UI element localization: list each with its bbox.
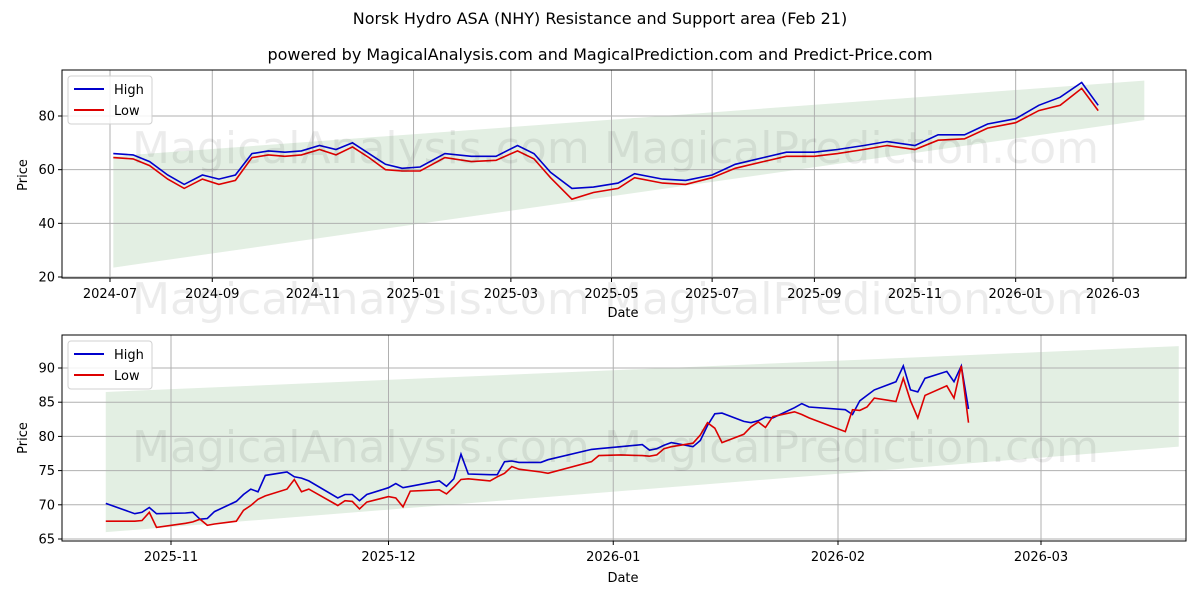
watermark-left-lower: MagicalAnalysis.com <box>132 274 590 325</box>
x-tick-label: 2026-03 <box>1014 550 1068 565</box>
legend: High Low <box>67 340 153 390</box>
watermark-left: MagicalAnalysis.com <box>132 422 590 473</box>
support-resistance-band <box>105 346 1179 533</box>
x-tick-label: 2024-07 <box>83 287 137 302</box>
y-tick-label: 65 <box>38 533 55 548</box>
y-tick-label: 80 <box>38 110 55 125</box>
x-tick-label: 2025-09 <box>787 287 841 302</box>
x-tick-label: 2025-05 <box>584 287 638 302</box>
x-tick-label: 2026-03 <box>1086 287 1140 302</box>
legend: High Low <box>67 75 153 125</box>
watermark-right: MagicalPrediction.com <box>604 123 1099 174</box>
axis-ticks: 65 70 75 80 85 90 2025-11 2025-12 2026-01 2026-02… <box>38 362 1068 566</box>
low-line <box>105 365 970 529</box>
y-tick-label: 20 <box>38 271 55 286</box>
watermark-right: MagicalPrediction.com <box>604 422 1099 473</box>
chart-subtitle: powered by MagicalAnalysis.com and Magic… <box>267 45 933 64</box>
y-tick-label: 70 <box>38 498 55 513</box>
watermark-right-lower: MagicalPrediction.com <box>604 274 1099 325</box>
y-tick-label: 90 <box>38 362 55 377</box>
axis-ticks: 20 40 60 80 2024-07 2024-09 2024-11 2025-01 2025… <box>38 110 1140 303</box>
grid-lines <box>62 335 1186 541</box>
legend-low-label: Low <box>114 104 140 119</box>
y-tick-label: 60 <box>38 163 55 178</box>
x-axis-label: Date <box>607 571 638 586</box>
x-tick-label: 2024-09 <box>185 287 239 302</box>
grid-lines <box>62 70 1186 278</box>
x-tick-label: 2024-11 <box>286 287 340 302</box>
x-tick-label: 2025-07 <box>685 287 739 302</box>
top-chart: 20 40 60 80 2024-07 2024-09 2024-11 2025-01 2025… <box>16 69 1187 325</box>
y-axis-label: Price <box>16 159 31 191</box>
y-tick-label: 85 <box>38 396 55 411</box>
low-line <box>113 87 1099 201</box>
x-tick-label: 2026-01 <box>989 287 1043 302</box>
x-tick-label: 2025-11 <box>144 550 198 565</box>
axes-frame <box>61 69 1187 279</box>
y-tick-label: 80 <box>38 430 55 445</box>
x-tick-label: 2025-12 <box>361 550 415 565</box>
legend-low-label: Low <box>114 369 140 384</box>
x-tick-label: 2026-01 <box>586 550 640 565</box>
axes-frame <box>61 334 1187 542</box>
y-tick-label: 40 <box>38 217 55 232</box>
chart-title: Norsk Hydro ASA (NHY) Resistance and Sup… <box>352 9 848 28</box>
bottom-chart: 65 70 75 80 85 90 2025-11 2025-12 2026-01 2026-02… <box>16 334 1187 586</box>
legend-high-label: High <box>114 83 144 98</box>
legend-high-label: High <box>114 348 144 363</box>
x-tick-label: 2026-02 <box>811 550 865 565</box>
x-axis-label: Date <box>607 306 638 321</box>
watermark-left: MagicalAnalysis.com <box>132 123 590 174</box>
high-line <box>105 363 970 521</box>
y-tick-label: 75 <box>38 464 55 479</box>
high-line <box>113 81 1099 190</box>
support-resistance-band <box>113 80 1145 268</box>
x-tick-label: 2025-11 <box>888 287 942 302</box>
x-tick-label: 2025-03 <box>484 287 538 302</box>
x-tick-label: 2025-01 <box>386 287 440 302</box>
y-axis-label: Price <box>16 422 31 454</box>
